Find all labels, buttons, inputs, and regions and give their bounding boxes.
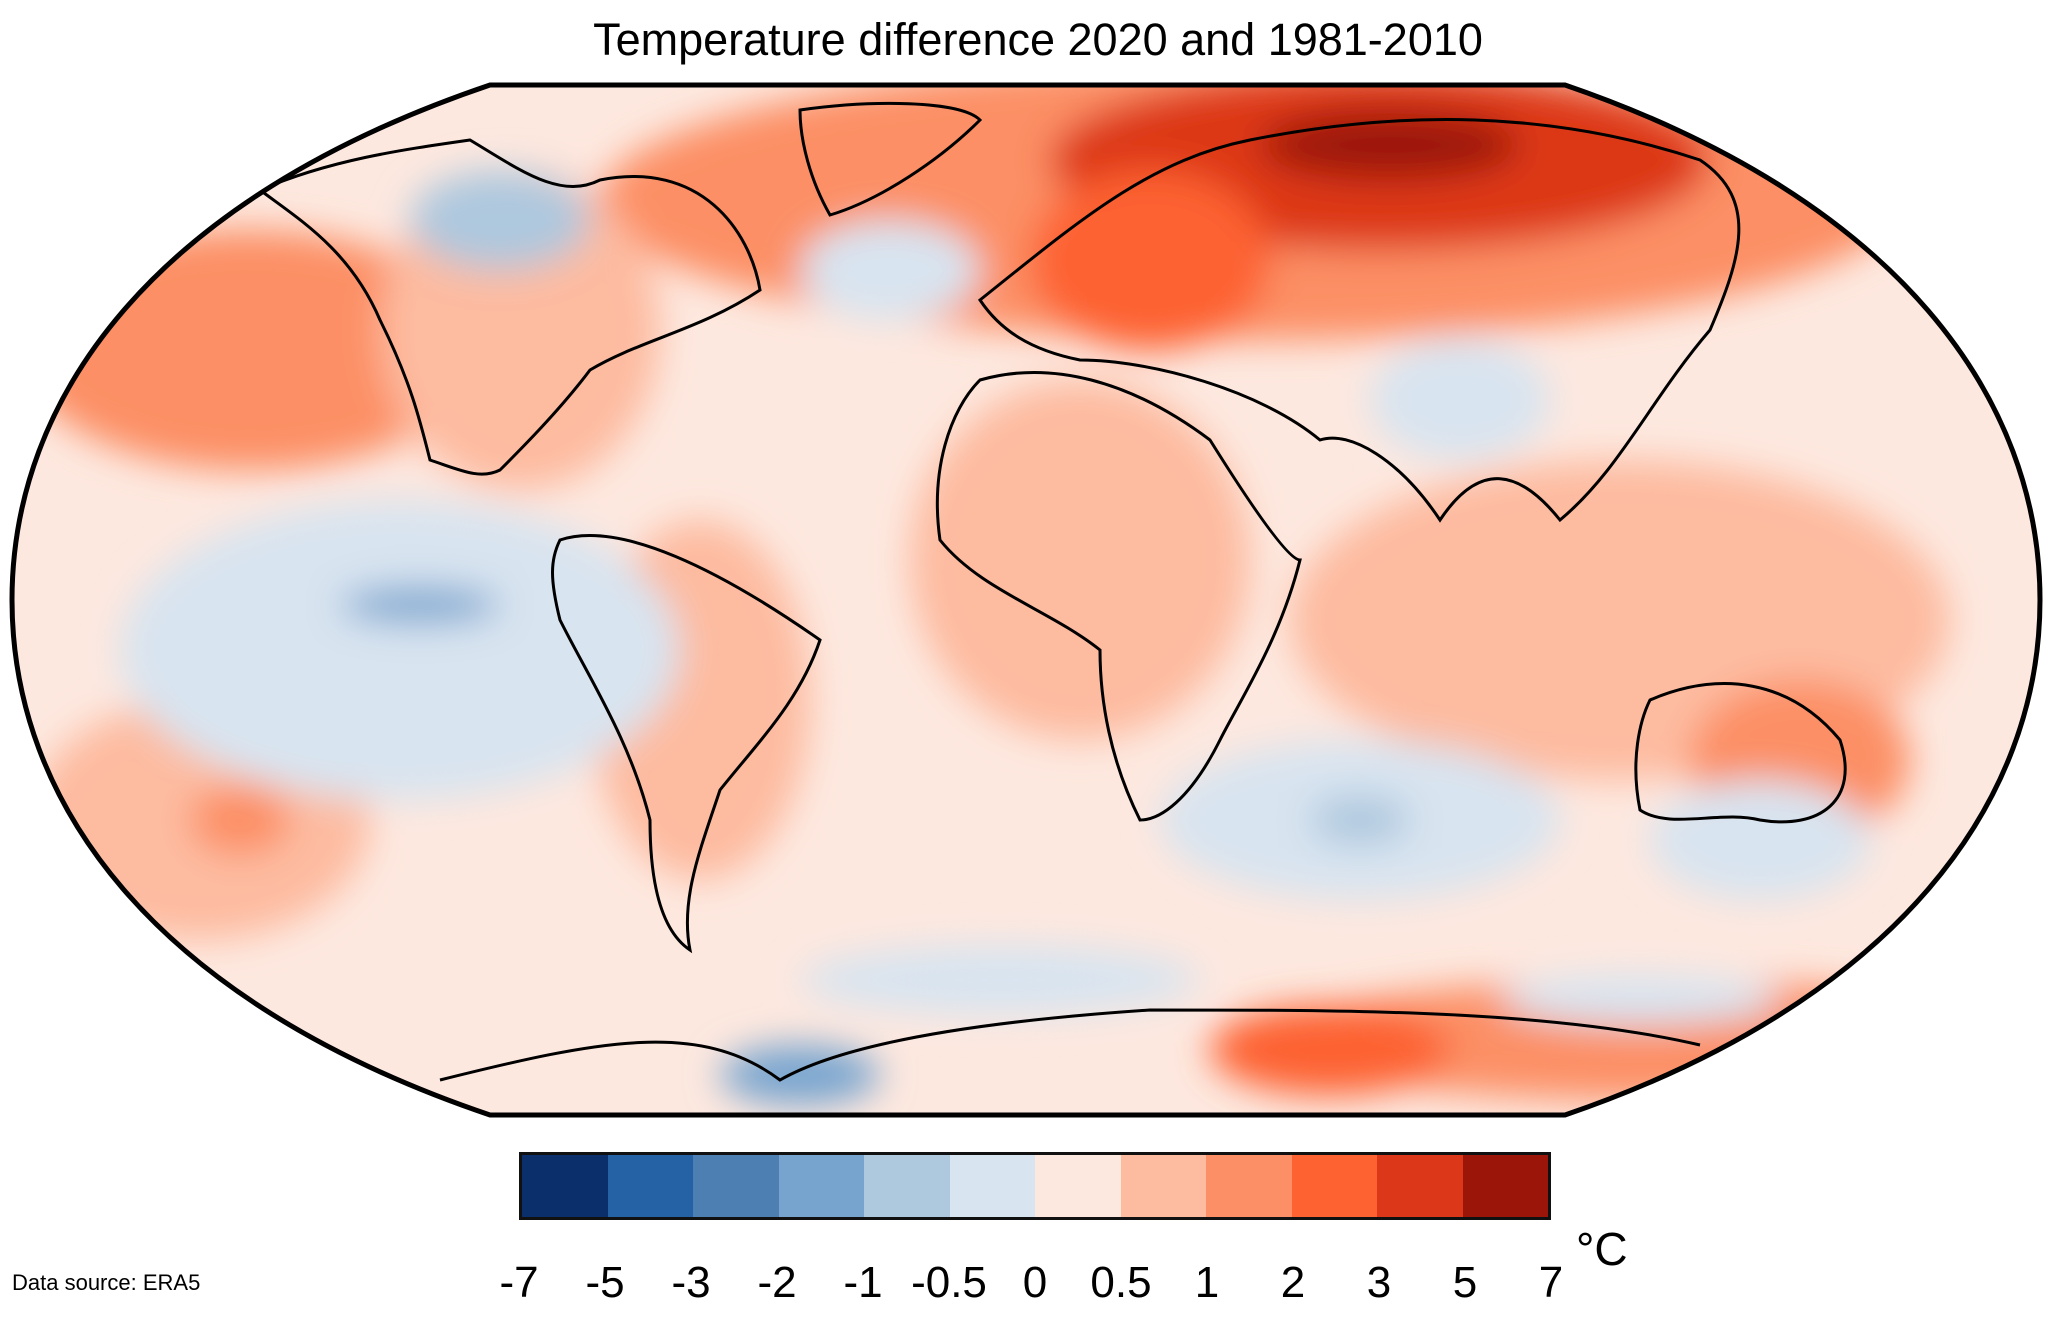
colorbar-tick-label: -3	[671, 1258, 711, 1307]
colorbar-tick-label: 0.5	[1090, 1258, 1152, 1307]
map-border	[9, 82, 2043, 1118]
unit-label: °C	[1576, 1223, 1628, 1275]
colorbar-tick-label: 3	[1366, 1258, 1392, 1307]
colorbar-tick-label: -2	[757, 1258, 797, 1307]
temperature-anomaly-map	[9, 82, 2043, 1118]
colorbar-swatch	[949, 1155, 1035, 1217]
colorbar-tick-label: -0.5	[911, 1258, 987, 1307]
colorbar-swatch	[778, 1155, 864, 1217]
colorbar-tick-label: 1	[1194, 1258, 1220, 1307]
colorbar-tick-label: 5	[1452, 1258, 1478, 1307]
data-source: Data source: ERA5	[12, 1270, 201, 1295]
colorbar-swatch	[1377, 1155, 1463, 1217]
colorbar-swatch	[864, 1155, 950, 1217]
colorbar-swatch	[693, 1155, 779, 1217]
anomaly-field	[12, 85, 2040, 1115]
colorbar	[519, 1152, 1551, 1220]
colorbar-swatch	[1035, 1155, 1121, 1217]
colorbar-tick-label: 7	[1538, 1258, 1564, 1307]
map-title: Temperature difference 2020 and 1981-201…	[593, 14, 1483, 65]
colorbar-swatch	[1206, 1155, 1292, 1217]
colorbar-tick-label: -5	[585, 1258, 625, 1307]
colorbar-swatch	[522, 1155, 608, 1217]
coastlines	[257, 101, 1847, 1082]
colorbar-swatch	[1462, 1155, 1548, 1217]
colorbar-tick-label: -1	[843, 1258, 883, 1307]
colorbar-swatch	[607, 1155, 693, 1217]
colorbar-swatch	[1120, 1155, 1206, 1217]
colorbar-tick-label: 0	[1022, 1258, 1048, 1307]
colorbar-swatch	[1291, 1155, 1377, 1217]
colorbar-tick-label: -7	[499, 1258, 539, 1307]
colorbar-tick-label: 2	[1280, 1258, 1306, 1307]
